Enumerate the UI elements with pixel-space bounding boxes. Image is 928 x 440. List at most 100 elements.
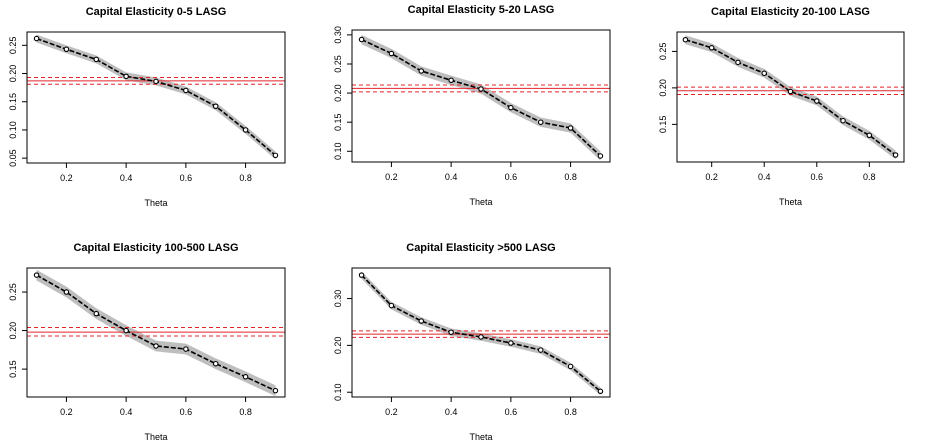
data-point — [242, 127, 249, 133]
data-point — [597, 388, 604, 395]
data-point — [123, 327, 129, 334]
plot-frame — [26, 31, 286, 164]
data-point — [448, 329, 454, 336]
chart-title: Capital Elasticity >500 LASG — [406, 242, 555, 254]
data-point — [153, 78, 159, 85]
data-point — [212, 360, 219, 367]
data-point — [537, 119, 544, 125]
x-tick-label: 0.6 — [180, 407, 193, 417]
data-point — [840, 117, 846, 124]
quantile-line — [36, 37, 276, 156]
x-tick-label: 0.4 — [120, 407, 133, 417]
data-point — [272, 387, 279, 394]
data-point — [567, 363, 574, 370]
y-tick-label: 0.25 — [8, 37, 18, 55]
x-axis-label: Theta — [779, 197, 802, 207]
data-point — [418, 318, 425, 324]
chart-title: Capital Elasticity 20-100 LASG — [711, 6, 870, 18]
plot-frame — [351, 29, 611, 163]
chart-title: Capital Elasticity 5-20 LASG — [408, 4, 555, 16]
x-tick-label: 0.4 — [120, 173, 133, 183]
x-axis-label: Theta — [144, 198, 167, 208]
data-point — [682, 36, 689, 43]
data-point — [388, 50, 395, 57]
x-tick-label: 0.4 — [445, 407, 458, 417]
x-tick-label: 0.2 — [60, 173, 73, 183]
data-point — [63, 289, 70, 295]
data-point — [761, 70, 767, 77]
data-point — [183, 87, 189, 94]
confidence-band — [361, 271, 601, 396]
y-tick-label: 0.20 — [658, 79, 668, 97]
x-tick-label: 0.6 — [505, 407, 518, 417]
y-tick-label: 0.25 — [658, 43, 668, 61]
x-tick-label: 0.6 — [180, 173, 193, 183]
chart-title: Capital Elasticity 0-5 LASG — [86, 6, 227, 18]
confidence-band — [36, 34, 276, 160]
x-axis-label: Theta — [144, 432, 167, 440]
chart-title: Capital Elasticity 100-500 LASG — [73, 242, 238, 254]
y-tick-label: 0.20 — [8, 322, 18, 340]
data-point — [478, 334, 484, 340]
y-tick-label: 0.20 — [333, 84, 343, 102]
plot-frame — [26, 267, 286, 398]
y-tick-label: 0.10 — [8, 121, 18, 139]
y-tick-label: 0.15 — [658, 116, 668, 134]
data-point — [448, 77, 454, 84]
data-point — [93, 310, 100, 317]
y-tick-label: 0.15 — [8, 360, 18, 378]
chart-panel-4: Capital Elasticity 100-500 LASG 0.2 0.4 0.6… — [8, 242, 286, 440]
x-tick-label: 0.8 — [863, 172, 876, 182]
y-tick-label: 0.25 — [333, 55, 343, 73]
y-tick-label: 0.15 — [333, 113, 343, 131]
data-point — [478, 86, 484, 92]
data-point — [242, 374, 249, 380]
x-tick-label: 0.6 — [505, 172, 518, 182]
x-tick-label: 0.2 — [60, 407, 73, 417]
y-tick-label: 0.05 — [8, 149, 18, 167]
y-tick-label: 0.30 — [333, 26, 343, 44]
x-tick-label: 0.8 — [239, 407, 252, 417]
x-tick-label: 0.2 — [385, 172, 398, 182]
data-point — [508, 104, 514, 111]
plot-frame — [351, 267, 611, 398]
data-point — [212, 103, 219, 109]
data-point — [358, 272, 365, 278]
data-point — [33, 272, 40, 278]
y-tick-label: 0.20 — [333, 337, 343, 355]
quantile-line — [361, 38, 601, 157]
x-axis-label: Theta — [469, 432, 492, 440]
confidence-band — [36, 269, 276, 397]
x-tick-label: 0.4 — [445, 172, 458, 182]
data-point — [272, 152, 279, 159]
y-tick-label: 0.25 — [8, 283, 18, 301]
quantile-line — [685, 38, 897, 156]
x-tick-label: 0.6 — [811, 172, 824, 182]
data-point — [597, 153, 604, 159]
data-point — [183, 346, 189, 352]
chart-panel-3: Capital Elasticity 20-100 LASG 0.2 0.4 0.6 0… — [658, 6, 905, 207]
y-tick-label: 0.20 — [8, 65, 18, 83]
data-point — [567, 125, 574, 131]
data-point — [708, 45, 715, 51]
chart-panel-5: Capital Elasticity >500 LASG 0.2 0.4 0.6 0.8… — [333, 242, 611, 440]
confidence-band — [685, 35, 896, 160]
data-point — [537, 347, 544, 353]
data-point — [787, 88, 794, 95]
y-tick-label: 0.15 — [8, 93, 18, 111]
chart-panel-1: Capital Elasticity 0-5 LASG 0.2 0.4 0.6 0.8 0… — [8, 6, 286, 208]
data-point — [153, 343, 159, 349]
confidence-band — [361, 34, 601, 161]
data-point — [418, 68, 425, 74]
plot-frame — [676, 31, 905, 163]
data-point — [814, 98, 820, 104]
data-point — [33, 35, 40, 42]
data-point — [866, 132, 873, 139]
x-axis-label: Theta — [469, 197, 492, 207]
data-point — [123, 73, 129, 80]
data-point — [735, 59, 741, 66]
x-tick-label: 0.8 — [564, 407, 577, 417]
y-tick-label: 0.10 — [333, 143, 343, 161]
data-point — [93, 56, 100, 63]
